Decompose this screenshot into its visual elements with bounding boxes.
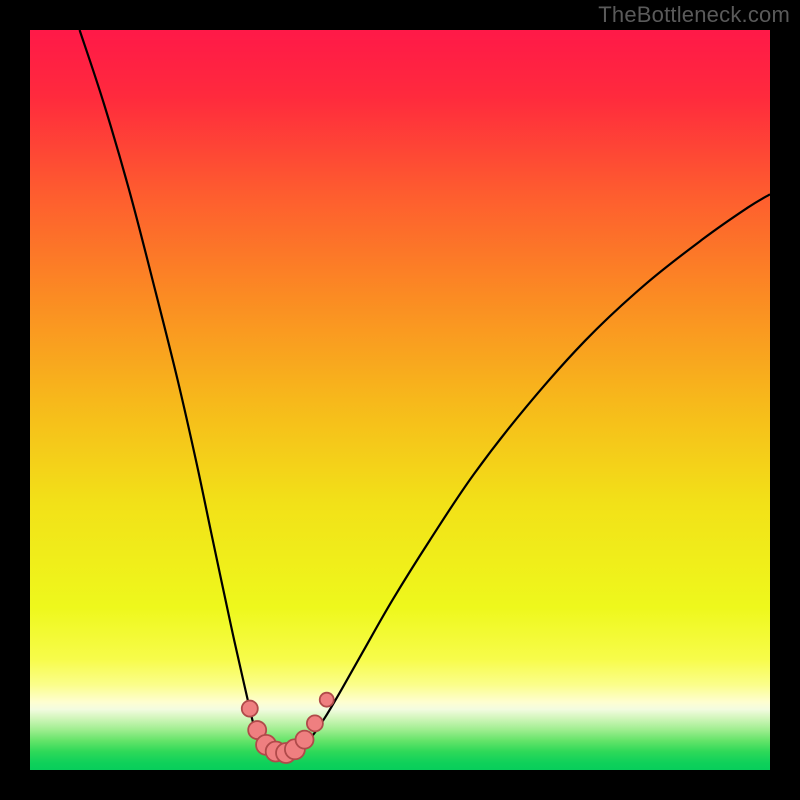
watermark-text: TheBottleneck.com (598, 2, 790, 28)
stage: TheBottleneck.com (0, 0, 800, 800)
bead (307, 715, 323, 731)
bottleneck-chart (0, 0, 800, 800)
bead (242, 701, 258, 717)
gradient-background (30, 30, 770, 770)
bead (320, 693, 334, 707)
bead (296, 731, 314, 749)
